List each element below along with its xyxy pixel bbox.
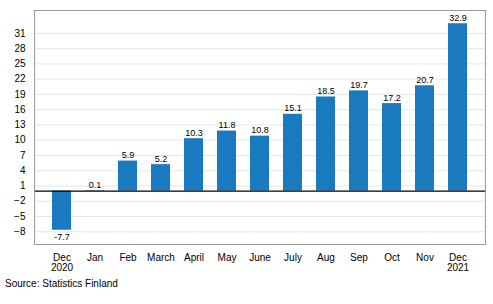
svg-text:10: 10 xyxy=(14,134,26,145)
svg-text:Dec2021: Dec2021 xyxy=(447,252,470,273)
svg-text:Dec2020: Dec2020 xyxy=(51,252,74,273)
svg-text:18.5: 18.5 xyxy=(317,86,335,96)
svg-text:20.7: 20.7 xyxy=(416,75,434,85)
svg-text:1: 1 xyxy=(20,180,26,191)
svg-text:March: March xyxy=(147,252,175,263)
svg-text:−2: −2 xyxy=(14,195,26,206)
svg-text:13: 13 xyxy=(14,119,26,130)
svg-text:−8: −8 xyxy=(14,226,26,237)
svg-text:17.2: 17.2 xyxy=(383,93,401,103)
svg-text:7: 7 xyxy=(20,150,26,161)
svg-text:5.9: 5.9 xyxy=(122,150,135,160)
svg-text:−5: −5 xyxy=(14,211,26,222)
svg-text:19.7: 19.7 xyxy=(350,80,368,90)
svg-text:10.3: 10.3 xyxy=(185,128,203,138)
svg-text:22: 22 xyxy=(14,73,26,84)
svg-text:July: July xyxy=(284,252,302,263)
svg-text:June: June xyxy=(249,252,271,263)
svg-text:Sep: Sep xyxy=(350,252,368,263)
svg-text:Feb: Feb xyxy=(119,252,137,263)
svg-text:Aug: Aug xyxy=(317,252,335,263)
svg-text:Nov: Nov xyxy=(416,252,434,263)
svg-text:25: 25 xyxy=(14,58,26,69)
svg-text:0.1: 0.1 xyxy=(89,180,102,190)
svg-text:5.2: 5.2 xyxy=(155,154,168,164)
svg-text:15.1: 15.1 xyxy=(284,103,302,113)
svg-text:31: 31 xyxy=(14,28,26,39)
svg-text:19: 19 xyxy=(14,89,26,100)
svg-text:11.8: 11.8 xyxy=(219,120,236,130)
svg-text:10.8: 10.8 xyxy=(251,125,269,135)
svg-text:April: April xyxy=(184,252,204,263)
svg-text:Jan: Jan xyxy=(87,252,103,263)
svg-text:4: 4 xyxy=(20,165,26,176)
svg-text:-7.7: -7.7 xyxy=(54,232,70,242)
svg-text:Oct: Oct xyxy=(384,252,400,263)
svg-text:32.9: 32.9 xyxy=(449,13,467,23)
svg-text:28: 28 xyxy=(14,43,26,54)
svg-text:16: 16 xyxy=(14,104,26,115)
svg-text:May: May xyxy=(218,252,237,263)
html-text:Source: Statistics Finland: Source: Statistics Finland xyxy=(5,278,118,289)
